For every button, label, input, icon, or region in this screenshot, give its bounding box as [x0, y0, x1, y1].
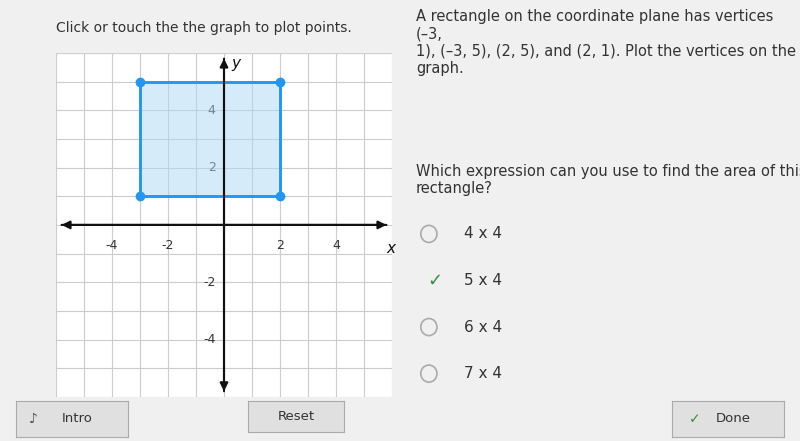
- Text: ✓: ✓: [427, 272, 442, 289]
- Text: 4 x 4: 4 x 4: [464, 226, 502, 241]
- Text: A rectangle on the coordinate plane has vertices (–3,
1), (–3, 5), (2, 5), and (: A rectangle on the coordinate plane has …: [416, 9, 796, 76]
- Text: 2: 2: [276, 239, 284, 252]
- Text: 6 x 4: 6 x 4: [464, 320, 502, 335]
- Text: 4: 4: [208, 104, 216, 117]
- Text: -2: -2: [203, 276, 216, 289]
- Text: Which expression can you use to find the area of this
rectangle?: Which expression can you use to find the…: [416, 164, 800, 196]
- Text: x: x: [386, 241, 395, 256]
- Text: 4: 4: [332, 239, 340, 252]
- Text: 7 x 4: 7 x 4: [464, 366, 502, 381]
- Text: Click or touch the the graph to plot points.: Click or touch the the graph to plot poi…: [56, 21, 352, 35]
- Text: Intro: Intro: [62, 412, 93, 426]
- Text: 2: 2: [208, 161, 216, 174]
- Text: ♪: ♪: [28, 412, 38, 426]
- Text: Reset: Reset: [278, 410, 314, 423]
- Text: -4: -4: [203, 333, 216, 346]
- Text: y: y: [231, 56, 240, 71]
- Polygon shape: [140, 82, 280, 196]
- Text: -2: -2: [162, 239, 174, 252]
- Text: Done: Done: [716, 412, 751, 426]
- Text: ✓: ✓: [689, 412, 700, 426]
- Text: 5 x 4: 5 x 4: [464, 273, 502, 288]
- Text: -4: -4: [106, 239, 118, 252]
